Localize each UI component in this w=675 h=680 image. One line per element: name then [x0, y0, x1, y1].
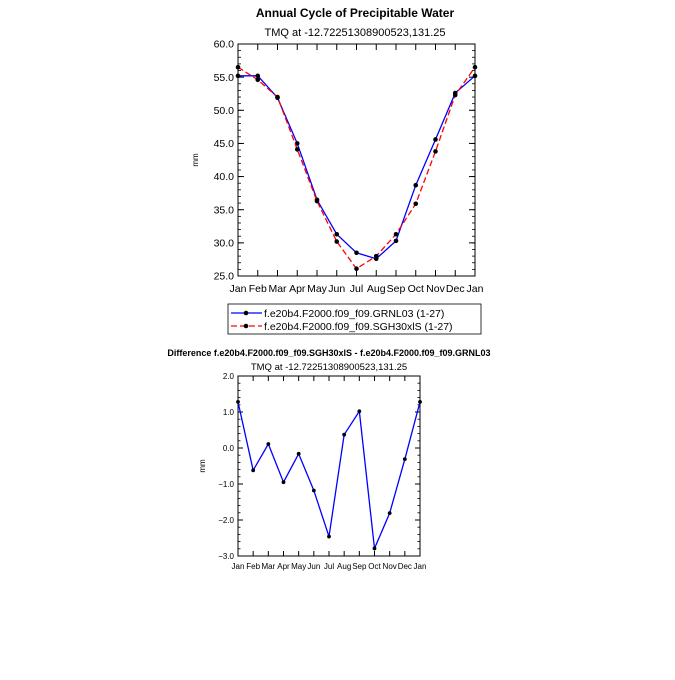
- data-point: [235, 73, 241, 79]
- y-tick-label: −1.0: [218, 480, 234, 489]
- data-point: [235, 64, 241, 70]
- x-tick-label: Mar: [261, 562, 275, 571]
- data-point: [452, 92, 458, 98]
- x-tick-label: Feb: [249, 283, 267, 295]
- data-point: [251, 468, 256, 473]
- series-line-2: [237, 66, 476, 270]
- x-tick-label: May: [291, 562, 306, 571]
- series-line-1: [237, 401, 421, 551]
- legend-entry-1: f.e20b4.F2000.f09_f09.GRNL03 (1-27): [264, 308, 444, 320]
- chart-subtitle: TMQ at -12.72251308900523,131.25: [251, 362, 407, 373]
- data-point: [275, 94, 280, 100]
- y-tick-label: 50.0: [214, 105, 235, 117]
- x-tick-label: Apr: [289, 283, 306, 295]
- y-tick-label: 30.0: [214, 238, 235, 250]
- x-tick-label: Jan: [467, 283, 484, 295]
- data-point: [472, 73, 478, 79]
- x-tick-label: Feb: [246, 562, 260, 571]
- x-tick-label: Sep: [387, 283, 406, 295]
- data-point: [266, 442, 271, 446]
- legend-marker: [243, 323, 249, 329]
- x-tick-label: Jan: [414, 562, 427, 571]
- y-tick-label: 0.0: [223, 444, 235, 453]
- data-point: [314, 198, 320, 204]
- data-point: [433, 137, 438, 142]
- x-tick-label: Jul: [350, 283, 363, 295]
- data-point: [342, 432, 347, 437]
- x-tick-label: Jun: [307, 562, 320, 571]
- data-point: [354, 250, 359, 256]
- data-point: [418, 400, 422, 404]
- data-point: [255, 77, 261, 83]
- x-tick-label: Oct: [368, 562, 381, 571]
- data-point: [393, 238, 399, 244]
- chart-title: Difference f.e20b4.F2000.f09_f09.SGH30xl…: [167, 348, 490, 358]
- x-tick-label: Aug: [367, 283, 386, 295]
- x-tick-label: Jul: [324, 562, 334, 571]
- y-tick-label: −3.0: [218, 552, 234, 561]
- chart-title: Annual Cycle of Precipitable Water: [256, 6, 455, 20]
- y-tick-label: 55.0: [214, 72, 235, 84]
- precipitable-water-chart: Annual Cycle of Precipitable Water TMQ at…: [191, 6, 484, 295]
- data-point: [334, 239, 340, 244]
- data-point: [281, 480, 286, 485]
- plot-frame: [237, 43, 476, 277]
- data-point: [255, 73, 261, 79]
- x-tick-label: Sep: [352, 562, 367, 571]
- data-point: [294, 147, 300, 152]
- chart-subtitle: TMQ at -12.72251308900523,131.25: [264, 27, 445, 39]
- x-tick-label: Jan: [232, 562, 245, 571]
- x-tick-label: Jun: [328, 283, 345, 295]
- difference-chart: Difference f.e20b4.F2000.f09_f09.SGH30xl…: [167, 348, 490, 571]
- y-tick-label: 2.0: [223, 372, 235, 381]
- y-tick-label: 45.0: [214, 138, 235, 150]
- x-tick-label: Aug: [337, 562, 351, 571]
- data-point: [472, 64, 478, 70]
- data-point: [311, 488, 316, 493]
- data-point: [387, 511, 392, 516]
- y-tick-label: 25.0: [214, 271, 235, 283]
- data-point: [373, 253, 379, 259]
- legend-box: [227, 303, 482, 335]
- data-point: [402, 457, 407, 462]
- x-tick-label: Nov: [426, 283, 445, 295]
- legend-entry-2: f.e20b4.F2000.f09_f09.SGH30xlS (1-27): [264, 321, 453, 333]
- data-point: [413, 201, 419, 207]
- data-point: [413, 182, 419, 188]
- x-tick-label: Jan: [230, 283, 247, 295]
- x-tick-label: May: [307, 283, 328, 295]
- x-tick-label: Nov: [383, 562, 397, 571]
- y-tick-label: 60.0: [214, 39, 235, 51]
- data-point: [393, 231, 399, 237]
- legend: f.e20b4.F2000.f09_f09.GRNL03 (1-27)f.e20…: [227, 303, 482, 335]
- x-tick-label: Dec: [446, 283, 465, 295]
- data-point: [327, 534, 331, 539]
- y-axis-label: mm: [198, 459, 207, 473]
- x-tick-label: Mar: [268, 283, 287, 295]
- data-point: [334, 231, 340, 237]
- x-tick-label: Oct: [408, 283, 424, 295]
- legend-marker: [243, 310, 249, 316]
- y-tick-label: −2.0: [218, 516, 234, 525]
- data-point: [433, 149, 438, 154]
- y-tick-label: 35.0: [214, 204, 235, 216]
- y-tick-label: 1.0: [223, 408, 235, 417]
- y-axis-label: mm: [191, 153, 200, 167]
- series-line-1: [238, 75, 476, 260]
- plot-frame: [237, 375, 421, 557]
- data-point: [354, 266, 359, 272]
- data-point: [236, 400, 240, 404]
- y-tick-label: 40.0: [214, 171, 235, 183]
- x-tick-label: Apr: [277, 562, 290, 571]
- data-point: [372, 546, 377, 551]
- data-point: [357, 409, 362, 414]
- x-tick-label: Dec: [398, 562, 412, 571]
- data-point: [296, 451, 301, 456]
